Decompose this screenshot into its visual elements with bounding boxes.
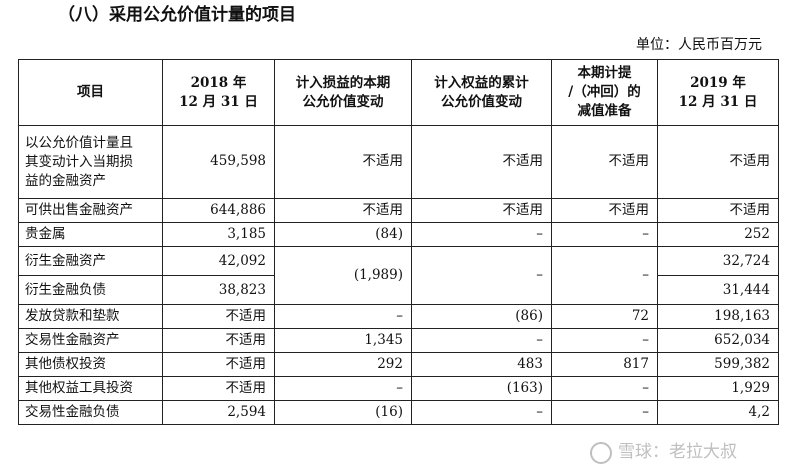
unit-label: 单位：人民币百万元: [636, 37, 762, 53]
table-row: 以公允价值计量且 其变动计入当期损 益的金融资产 459,598 不适用 不适用 不…: [18, 125, 779, 199]
row-name: 衍生金融资产: [18, 246, 163, 276]
section-heading: （八）采用公允价值计量的项目: [58, 5, 296, 25]
fair-value-table: 项目 2018 年 12 月 31 日 计入损益的本期 公允价值变动 计入权益的累计…: [18, 59, 779, 425]
table-row: 可供出售金融资产 644,886 不适用 不适用 不适用 不适用: [18, 198, 779, 223]
cell-2019: 252: [657, 222, 779, 247]
table-row: 交易性金融资产 不适用 1,345 – – 652,034: [18, 328, 779, 353]
row-name: 交易性金融资产: [18, 328, 163, 353]
header-pl-change: 计入损益的本期 公允价值变动: [274, 59, 412, 126]
cell-2019: 1,929: [657, 376, 779, 401]
cell-impairment: 不适用: [551, 125, 658, 199]
cell-impairment: –: [551, 400, 658, 425]
cell-2019: 4,2: [657, 400, 779, 425]
row-name: 衍生金融负债: [18, 275, 163, 305]
row-name: 发放贷款和垫款: [18, 304, 163, 329]
snowball-logo-icon: [590, 441, 612, 464]
header-2019: 2019 年 12 月 31 日: [657, 59, 779, 126]
cell-2018: 42,092: [162, 246, 275, 276]
row-name: 其他债权投资: [18, 352, 163, 377]
row-name: 交易性金融负债: [18, 400, 163, 425]
table-row: 衍生金融资产 42,092 (1,989) – – 32,724: [18, 246, 779, 305]
cell-pl: 1,345: [274, 328, 412, 353]
watermark: 雪球：老拉大叔: [590, 437, 737, 464]
cell-2019: 198,163: [657, 304, 779, 329]
cell-equity: 不适用: [411, 198, 552, 223]
cell-2018: 459,598: [162, 125, 275, 199]
cell-equity: –: [411, 400, 552, 425]
cell-equity-merged: –: [411, 246, 552, 305]
table-row: 衍生金融负债 38,823 31,444: [18, 275, 779, 305]
header-2018: 2018 年 12 月 31 日: [162, 59, 275, 126]
cell-2018: 不适用: [162, 352, 275, 377]
cell-2018: 38,823: [162, 275, 275, 305]
table-row: 其他债权投资 不适用 292 483 817 599,382: [18, 352, 779, 377]
cell-pl: –: [274, 376, 412, 401]
row-name: 可供出售金融资产: [18, 198, 163, 223]
cell-2019: 32,724: [657, 246, 779, 276]
cell-pl: 292: [274, 352, 412, 377]
table-row: 贵金属 3,185 (84) – – 252: [18, 222, 779, 247]
cell-equity: 不适用: [411, 125, 552, 199]
cell-equity: –: [411, 222, 552, 247]
cell-pl: (84): [274, 222, 412, 247]
header-item: 项目: [18, 59, 163, 126]
row-name: 以公允价值计量且 其变动计入当期损 益的金融资产: [18, 125, 163, 199]
cell-2018: 不适用: [162, 328, 275, 353]
cell-2018: 644,886: [162, 198, 275, 223]
cell-2018: 不适用: [162, 376, 275, 401]
cell-equity: 483: [411, 352, 552, 377]
cell-2018: 2,594: [162, 400, 275, 425]
cell-impairment: –: [551, 328, 658, 353]
row-name: 其他权益工具投资: [18, 376, 163, 401]
cell-equity: (86): [411, 304, 552, 329]
header-impairment: 本期计提/（冲回）的 减值准备: [551, 59, 658, 126]
cell-2019: 不适用: [657, 198, 779, 223]
cell-impairment: –: [551, 376, 658, 401]
cell-2019: 599,382: [657, 352, 779, 377]
cell-pl: 不适用: [274, 198, 412, 223]
cell-equity: –: [411, 328, 552, 353]
table-row: 发放贷款和垫款 不适用 – (86) 72 198,163: [18, 304, 779, 329]
cell-pl-merged: (1,989): [274, 246, 412, 305]
cell-pl: –: [274, 304, 412, 329]
cell-impairment-merged: –: [551, 246, 658, 305]
cell-pl: (16): [274, 400, 412, 425]
cell-2018: 不适用: [162, 304, 275, 329]
cell-2019: 31,444: [657, 275, 779, 305]
cell-2019: 不适用: [657, 125, 779, 199]
table-header-row: 项目 2018 年 12 月 31 日 计入损益的本期 公允价值变动 计入权益的累计…: [18, 59, 779, 126]
cell-impairment: 817: [551, 352, 658, 377]
cell-impairment: –: [551, 222, 658, 247]
cell-pl: 不适用: [274, 125, 412, 199]
table-row: 交易性金融负债 2,594 (16) – – 4,2: [18, 400, 779, 425]
header-equity-change: 计入权益的累计 公允价值变动: [411, 59, 552, 126]
cell-2019: 652,034: [657, 328, 779, 353]
cell-impairment: 不适用: [551, 198, 658, 223]
row-name: 贵金属: [18, 222, 163, 247]
cell-impairment: 72: [551, 304, 658, 329]
table-row: 其他权益工具投资 不适用 – (163) – 1,929: [18, 376, 779, 401]
cell-2018: 3,185: [162, 222, 275, 247]
cell-equity: (163): [411, 376, 552, 401]
